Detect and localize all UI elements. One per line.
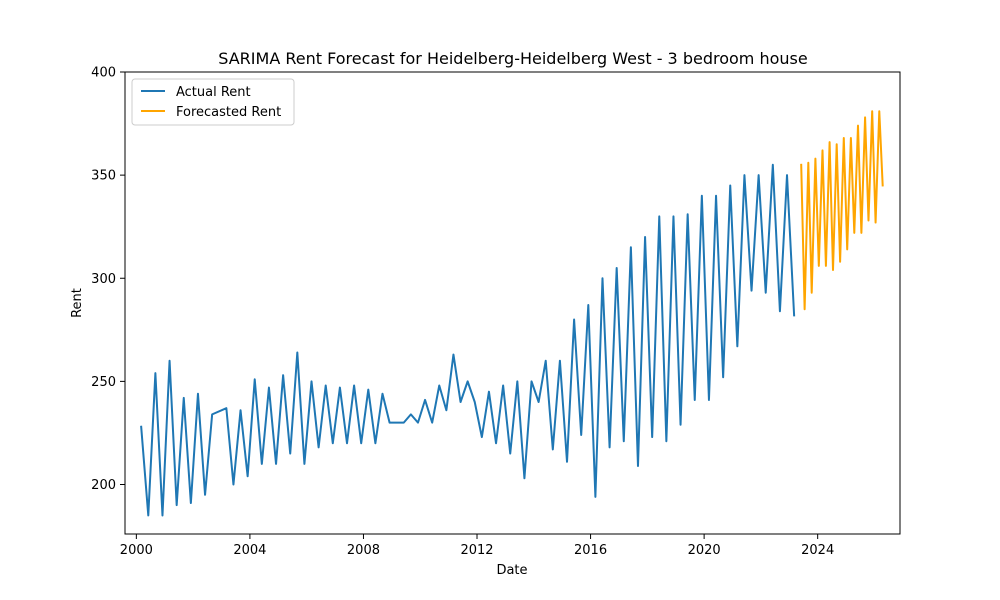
plot-lines	[140, 110, 884, 517]
x-tick-label: 2020	[688, 543, 721, 558]
y-tick-label: 400	[91, 66, 116, 81]
x-tick-label: 2008	[347, 543, 380, 558]
legend-box	[131, 78, 295, 126]
x-tick-label: 2012	[460, 543, 493, 558]
plot-area-frame	[124, 71, 901, 535]
y-tick-label: 300	[91, 272, 116, 287]
chart-title: SARIMA Rent Forecast for Heidelberg-Heid…	[218, 49, 807, 68]
x-tick-label: 2004	[233, 543, 266, 558]
y-axis: 200 250 300 350 400	[91, 66, 125, 493]
x-tick-label: 2000	[120, 543, 153, 558]
legend-label-forecasted-rent: Forecasted Rent	[176, 105, 281, 120]
x-tick-label: 2016	[574, 543, 607, 558]
y-tick-label: 350	[91, 169, 116, 184]
series-line-actual-rent	[140, 163, 796, 517]
legend: Actual Rent Forecasted Rent	[131, 78, 295, 126]
y-tick-label: 250	[91, 375, 116, 390]
x-tick-label: 2024	[801, 543, 834, 558]
x-axis-label: Date	[496, 563, 527, 578]
y-axis-label: Rent	[70, 288, 85, 318]
x-axis: 2000 2004 2008 2012 2016 2020 2024	[120, 534, 834, 558]
series-line-forecasted-rent	[800, 110, 884, 311]
y-tick-label: 200	[91, 478, 116, 493]
legend-label-actual-rent: Actual Rent	[176, 85, 251, 100]
